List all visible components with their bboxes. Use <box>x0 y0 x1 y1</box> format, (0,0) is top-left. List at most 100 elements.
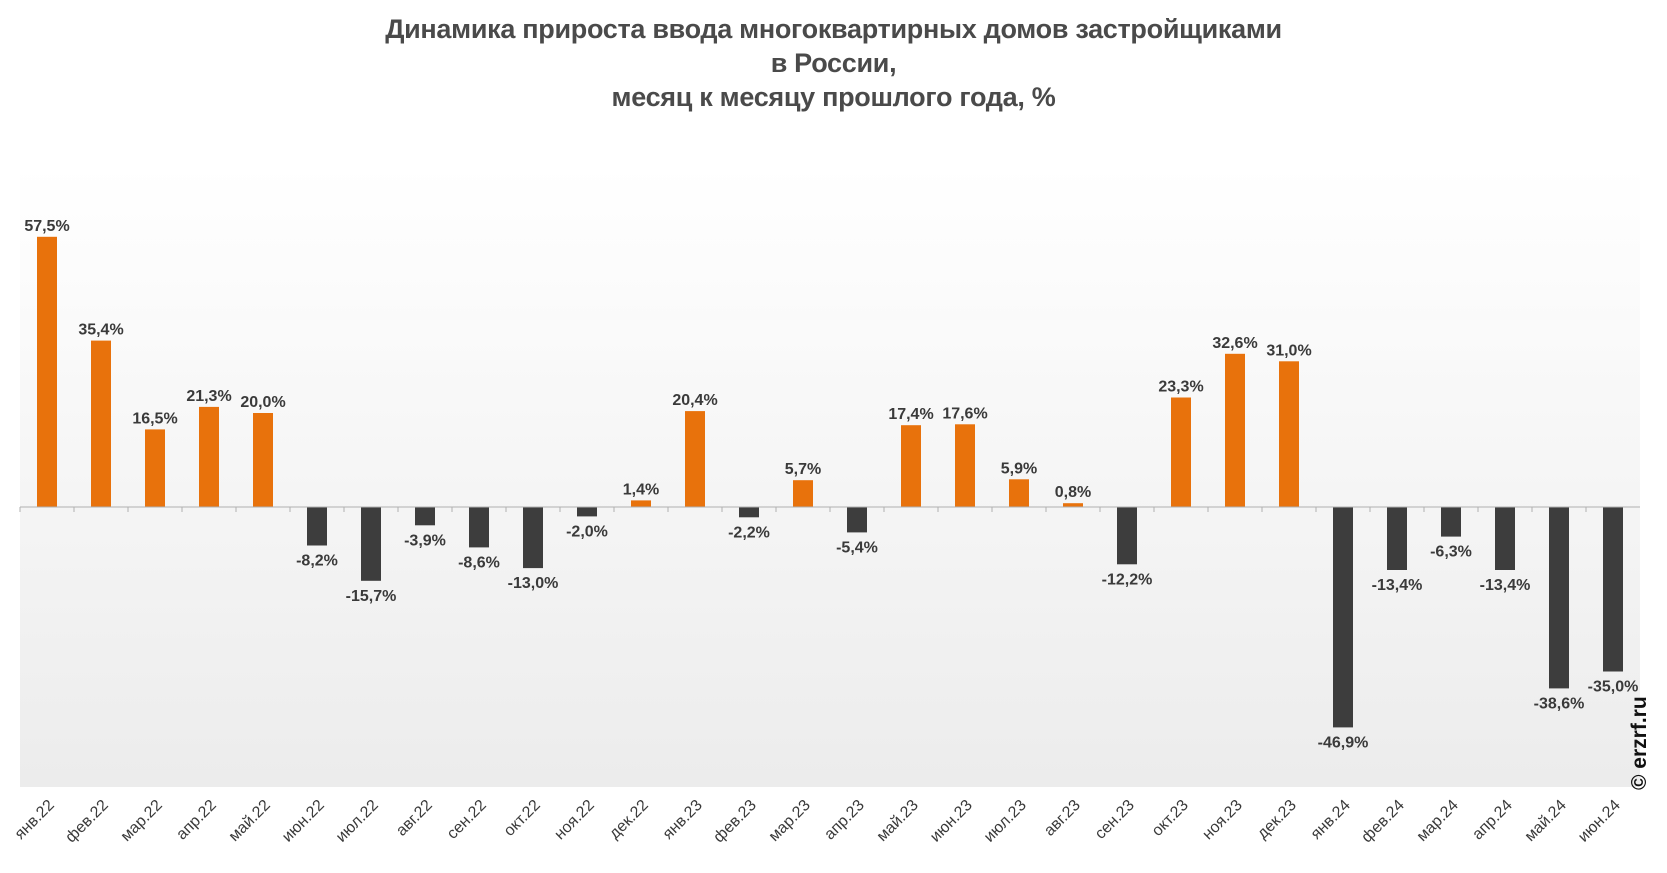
x-tick-label: дек.22 <box>606 797 652 843</box>
bar-июл.23 <box>1009 479 1029 507</box>
data-label: -13,0% <box>508 575 559 592</box>
ticks-layer <box>19 507 1587 512</box>
data-label: 35,4% <box>78 322 123 339</box>
data-label: -8,2% <box>296 553 338 570</box>
data-label: 16,5% <box>132 410 177 427</box>
data-label: -2,0% <box>566 523 608 540</box>
bar-мар.23 <box>793 480 813 507</box>
x-tick-label: мар.23 <box>766 797 814 845</box>
x-tick-label: мар.22 <box>118 797 166 845</box>
x-tick-label: мар.24 <box>1414 797 1462 845</box>
data-label: 31,0% <box>1266 342 1311 359</box>
data-label: 17,4% <box>888 406 933 423</box>
bar-май.24 <box>1549 507 1569 689</box>
bar-дек.23 <box>1279 361 1299 507</box>
bar-июн.22 <box>307 507 327 546</box>
bar-фев.23 <box>739 507 759 518</box>
bar-дек.22 <box>631 500 651 507</box>
bar-май.23 <box>901 425 921 507</box>
x-tick-label: ноя.22 <box>551 797 597 843</box>
data-label: -38,6% <box>1534 695 1585 712</box>
data-label: -2,2% <box>728 524 770 541</box>
chart-title: Динамика прироста ввода многоквартирных … <box>0 12 1667 114</box>
x-tick-label: апр.24 <box>1469 797 1516 844</box>
x-tick-label: окт.23 <box>1149 797 1192 840</box>
x-tick-label: фев.24 <box>1358 797 1407 846</box>
x-tick-label: июл.23 <box>981 797 1030 846</box>
bar-авг.23 <box>1063 503 1083 507</box>
data-label: 17,6% <box>942 405 987 422</box>
data-label: -15,7% <box>346 588 397 605</box>
bar-авг.22 <box>415 507 435 526</box>
bar-июн.24 <box>1603 507 1623 672</box>
data-label: 5,9% <box>1001 460 1037 477</box>
bar-окт.23 <box>1171 397 1191 507</box>
labels-layer: 57,5% 35,4% 16,5% 21,3% 20,0% -8,2% -15,7% -3,9… <box>24 218 1638 752</box>
data-label: 20,0% <box>240 394 285 411</box>
data-label: 0,8% <box>1055 484 1091 501</box>
x-tick-label: апр.22 <box>173 797 220 844</box>
data-label: 21,3% <box>186 388 231 405</box>
data-label: -46,9% <box>1318 734 1369 751</box>
bar-ноя.22 <box>577 507 597 517</box>
x-tick-label: июн.22 <box>279 797 328 846</box>
data-label: -6,3% <box>1430 544 1472 561</box>
x-tick-label: окт.22 <box>501 797 544 840</box>
data-label: 57,5% <box>24 218 69 235</box>
x-tick-label: ноя.23 <box>1199 797 1245 843</box>
bar-мар.22 <box>145 429 165 507</box>
bar-янв.22 <box>37 236 57 508</box>
x-tick-label: янв.24 <box>1308 797 1354 843</box>
data-label: 32,6% <box>1212 335 1257 352</box>
x-tick-label: май.22 <box>226 797 274 845</box>
bar-янв.24 <box>1333 507 1353 728</box>
bar-май.22 <box>253 413 273 507</box>
bar-фев.22 <box>91 340 111 507</box>
data-label: -35,0% <box>1588 679 1639 696</box>
data-label: -8,6% <box>458 554 500 571</box>
x-axis-labels: янв.22 фев.22 мар.22 апр.22 май.22 июн.22 июл.… <box>12 797 1624 846</box>
data-label: 23,3% <box>1158 379 1203 396</box>
chart-title-line-1: Динамика прироста ввода многоквартирных … <box>385 14 1282 44</box>
x-tick-label: фев.23 <box>710 797 759 846</box>
bar-апр.22 <box>199 406 219 507</box>
x-tick-label: май.23 <box>874 797 922 845</box>
data-label: -13,4% <box>1372 577 1423 594</box>
x-tick-label: май.24 <box>1522 797 1570 845</box>
bar-июн.23 <box>955 424 975 507</box>
bar-июл.22 <box>361 507 381 581</box>
bar-апр.23 <box>847 507 867 533</box>
chart-title-line-2: в России, <box>770 48 897 78</box>
data-label: -12,2% <box>1102 571 1153 588</box>
x-tick-label: сен.22 <box>444 797 490 843</box>
x-tick-label: фев.22 <box>62 797 111 846</box>
data-label: -3,9% <box>404 532 446 549</box>
chart-title-line-3: месяц к месяцу прошлого года, % <box>611 82 1056 112</box>
x-tick-label: дек.23 <box>1254 797 1300 843</box>
watermark: © erzrf.ru <box>1628 696 1651 790</box>
plot-area <box>20 165 1640 787</box>
bar-сен.23 <box>1117 507 1137 565</box>
data-label: -13,4% <box>1480 577 1531 594</box>
x-tick-label: июн.24 <box>1575 797 1624 846</box>
bar-фев.24 <box>1387 507 1407 570</box>
x-tick-label: сен.23 <box>1092 797 1138 843</box>
data-label: 1,4% <box>623 481 659 498</box>
bar-сен.22 <box>469 507 489 548</box>
x-tick-label: авг.23 <box>1041 797 1084 840</box>
data-label: 20,4% <box>672 392 717 409</box>
x-tick-label: янв.23 <box>660 797 706 843</box>
bars-layer <box>37 236 1623 728</box>
data-label: 5,7% <box>785 461 821 478</box>
bar-янв.23 <box>685 411 705 507</box>
bar-окт.22 <box>523 507 543 569</box>
bar-апр.24 <box>1495 507 1515 570</box>
bar-мар.24 <box>1441 507 1461 537</box>
bar-ноя.23 <box>1225 353 1245 507</box>
x-tick-label: апр.23 <box>821 797 868 844</box>
x-tick-label: янв.22 <box>12 797 58 843</box>
x-tick-label: авг.22 <box>393 797 436 840</box>
data-label: -5,4% <box>836 539 878 556</box>
x-tick-label: июн.23 <box>927 797 976 846</box>
